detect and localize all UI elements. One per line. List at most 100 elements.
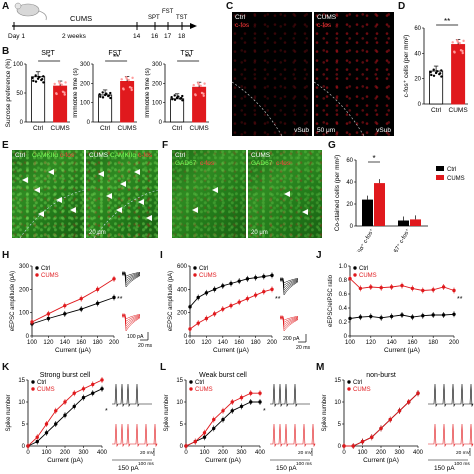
scale-bar-label: 20 μm <box>251 230 268 236</box>
scale-label-x: 20 ms <box>138 343 153 349</box>
data-point <box>179 97 182 100</box>
bar <box>192 86 207 123</box>
data-point <box>432 74 436 77</box>
layer-boundary <box>93 189 158 238</box>
arrowhead-markers <box>22 169 76 217</box>
trace <box>122 272 141 279</box>
y-axis-label: Immobile time (s) <box>73 68 79 118</box>
panel-label-c: C <box>226 1 234 12</box>
micro-marker1-label: CAMKIIα <box>32 152 59 159</box>
micro-marker2-label: c-fos <box>60 152 75 159</box>
data-point <box>440 75 443 78</box>
chart-title: FST <box>108 50 122 57</box>
y-axis-label: eEPSC/eIPSC ratio <box>328 274 334 327</box>
data-point <box>35 439 39 444</box>
y-tick-label: 0.4 <box>339 306 348 312</box>
data-point <box>100 378 104 382</box>
y-tick-label: 40 <box>346 180 353 186</box>
data-point <box>101 96 105 99</box>
y-tick-label: 5 <box>338 422 342 428</box>
y-tick-label: 40 <box>414 51 421 57</box>
subiculum-boundary <box>314 81 365 136</box>
category-label: CUMS <box>449 107 469 114</box>
data-point <box>397 409 402 413</box>
trace <box>280 278 299 286</box>
data-point <box>389 314 394 319</box>
data-point <box>100 387 104 391</box>
data-point <box>98 93 101 96</box>
data-point <box>177 95 180 98</box>
panel-label-g: G <box>328 140 336 151</box>
data-point <box>173 94 176 97</box>
y-tick-label: 0 <box>350 224 354 230</box>
legend-label: CUMS <box>37 387 55 393</box>
x-tick-label: 400 <box>97 450 108 456</box>
data-point <box>58 81 61 85</box>
x-tick-label: 0 <box>26 450 30 456</box>
y-tick-label: 600 <box>177 264 188 270</box>
y-tick-label: 400 <box>177 287 188 293</box>
bar <box>410 219 421 226</box>
data-point <box>40 78 43 82</box>
data-point <box>430 73 433 77</box>
data-point <box>31 76 34 80</box>
y-tick-label: 300 <box>19 264 30 270</box>
micro-marker2-label: c-fos <box>276 160 291 167</box>
panel-label-a: A <box>2 1 10 12</box>
micrograph-cums-cfos: CUMS c-fos vSub 50 μm <box>314 12 394 136</box>
data-point <box>81 395 86 400</box>
data-point <box>212 287 217 292</box>
x-tick-label: 180 <box>428 340 439 346</box>
data-point <box>46 316 51 321</box>
data-point <box>452 288 456 293</box>
y-tick-label: 100 <box>13 62 24 68</box>
data-point <box>32 79 35 83</box>
panel-label-b: B <box>2 46 10 57</box>
data-point <box>351 444 355 448</box>
micro-marker2-label: c-fos <box>138 152 153 159</box>
x-tick-label: 120 <box>43 340 54 346</box>
data-point <box>60 83 63 86</box>
micro-cums-label: CUMS <box>89 152 109 159</box>
data-point <box>44 431 49 435</box>
y-tick-label: 100 <box>152 101 163 107</box>
data-point <box>63 400 67 404</box>
panel-label-l: L <box>160 362 167 373</box>
y-axis-label: Spike number <box>164 394 170 431</box>
data-point <box>63 413 67 417</box>
data-point <box>170 95 173 99</box>
category-label: CUMS <box>190 125 210 132</box>
data-point <box>388 417 392 422</box>
chart-title: SPT <box>41 50 55 57</box>
spike-trace <box>270 423 316 448</box>
y-tick-label: 0 <box>87 120 91 126</box>
data-point <box>109 91 112 95</box>
legend-marker <box>347 387 351 391</box>
scale-label-x: 100 ms <box>296 461 312 467</box>
trace-current-label: 150 pA <box>118 465 139 472</box>
data-point <box>42 75 45 78</box>
data-point <box>459 49 463 52</box>
y-axis-label: Spike number <box>6 394 12 431</box>
x-tick-label: 200 <box>109 340 120 346</box>
data-point <box>253 293 258 297</box>
scale-bar-label: 20 μm <box>89 230 106 236</box>
data-point <box>120 78 123 81</box>
data-point <box>202 431 207 435</box>
y-tick-label: 0 <box>418 102 422 108</box>
data-point <box>34 80 38 83</box>
x-tick-label: 200 <box>60 450 71 456</box>
x-tick-label: 120 <box>366 340 377 346</box>
x-tick-label: 140 <box>218 340 229 346</box>
spike-trace <box>270 383 310 408</box>
data-point <box>204 291 209 295</box>
category-label: Ctrl <box>172 125 183 132</box>
data-point <box>79 296 83 301</box>
x-tick-label: 160 <box>234 340 245 346</box>
y-tick-label: 200 <box>177 311 188 317</box>
micrograph-ctrl-cfos: Ctrl c-fos vSub <box>232 12 312 136</box>
data-point <box>429 70 432 74</box>
x-tick-label: 160 <box>407 340 418 346</box>
